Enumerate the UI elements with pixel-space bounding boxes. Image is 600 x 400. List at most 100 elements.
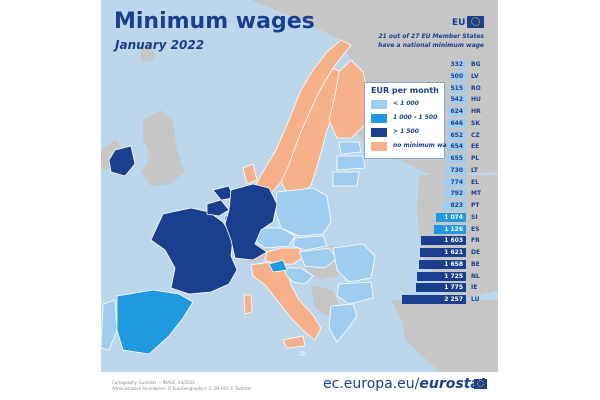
legend-swatch-mid: [371, 114, 387, 123]
bar-value-hr: 624: [450, 108, 463, 115]
coverage-note-line-2: have a national minimum wage: [378, 42, 484, 49]
bar-label-ee: EE: [471, 143, 480, 150]
credit-line-1: Cartography: Eurostat — IMAGE, 03/2022: [112, 380, 195, 385]
bar-value-mt: 792: [450, 190, 463, 197]
map-france: [150, 207, 238, 295]
bar-value-de: 1 621: [444, 249, 463, 256]
bar-bg: [457, 60, 466, 69]
map-bulgaria: [336, 281, 374, 305]
legend-label-mid: 1 000 - 1 500: [393, 114, 438, 121]
bar-de: [420, 248, 466, 257]
bar-label-hr: HR: [471, 108, 481, 115]
bar-label-sk: SK: [471, 120, 480, 127]
legend-swatch-low: [371, 100, 387, 109]
map-lithuania: [332, 171, 360, 187]
bar-label-ie: IE: [471, 284, 478, 291]
map-belgium: [206, 199, 230, 217]
map-germany: [224, 183, 278, 261]
bar-lu: [402, 295, 466, 304]
eu-label: EU: [452, 18, 466, 28]
low-wage-countries: [101, 141, 376, 356]
bar-label-si: SI: [471, 214, 478, 221]
bar-value-pl: 655: [450, 155, 463, 162]
legend-swatch-none: [371, 142, 387, 151]
map-title: Minimum wages: [114, 9, 315, 34]
bar-label-es: ES: [471, 226, 480, 233]
bar-fr: [421, 236, 466, 245]
bar-label-lv: LV: [471, 73, 479, 80]
legend-label-low: < 1 000: [393, 100, 419, 107]
bar-sk: [448, 119, 466, 128]
legend-title: EUR per month: [371, 86, 439, 95]
site-bold-text: eurostat: [419, 376, 487, 392]
bar-pt: [443, 201, 466, 210]
bar-value-lu: 2 257: [444, 296, 463, 303]
bar-ie: [416, 283, 466, 292]
bar-lv: [452, 72, 466, 81]
bar-si: [436, 213, 466, 222]
map-denmark: [242, 163, 258, 185]
map-spain: [116, 289, 194, 355]
bar-label-pt: PT: [471, 202, 480, 209]
map-romania: [332, 243, 376, 283]
bar-label-hu: HU: [471, 96, 481, 103]
map-estonia: [338, 141, 362, 155]
bar-value-hu: 542: [450, 96, 463, 103]
map-ireland: [108, 145, 136, 177]
map-sicily: [282, 335, 306, 349]
bar-label-de: DE: [471, 249, 481, 256]
bar-ro: [451, 84, 466, 93]
bar-label-fr: FR: [471, 237, 480, 244]
bar-cz: [448, 131, 466, 140]
bar-value-ie: 1 775: [444, 284, 463, 291]
bar-nl: [417, 272, 466, 281]
map-slovenia: [268, 259, 288, 273]
bar-label-ro: RO: [471, 85, 481, 92]
map-austria: [264, 247, 306, 265]
credit-line-2: Administrative boundaries: © EuroGeograp…: [112, 386, 252, 391]
map-latvia: [336, 155, 366, 171]
legend: EUR per month < 1 000 1 000 - 1 500 > 1 …: [364, 82, 455, 159]
bar-value-be: 1 658: [444, 261, 463, 268]
coverage-note-line-1: 21 out of 27 EU Member States: [378, 33, 484, 40]
bar-pl: [447, 154, 466, 163]
bar-label-lu: LU: [471, 296, 480, 303]
map-poland: [274, 187, 332, 237]
bar-label-be: BE: [471, 261, 480, 268]
map-hungary: [298, 247, 338, 269]
mid-wage-countries: [116, 259, 288, 355]
bar-value-cz: 652: [450, 132, 463, 139]
bar-be: [419, 260, 466, 269]
eu-flag-icon: [467, 16, 484, 28]
bar-value-lt: 730: [450, 167, 463, 174]
bar-value-fr: 1 603: [444, 237, 463, 244]
bar-label-lt: LT: [471, 167, 478, 174]
no-minimum-wage-countries: [243, 39, 370, 349]
coverage-note: 21 out of 27 EU Member States have a nat…: [378, 32, 484, 50]
bar-label-nl: NL: [471, 273, 480, 280]
bar-value-lv: 500: [450, 73, 463, 80]
bar-label-cz: CZ: [471, 132, 480, 139]
bar-es: [434, 225, 466, 234]
bar-value-bg: 332: [450, 61, 463, 68]
bar-label-bg: BG: [471, 61, 481, 68]
bar-value-nl: 1 725: [444, 273, 463, 280]
map-sardinia: [243, 294, 253, 315]
bar-value-ro: 515: [450, 85, 463, 92]
bar-value-el: 774: [450, 179, 463, 186]
legend-label-high: > 1 500: [393, 128, 419, 135]
site-plain-text: ec.europa.eu/: [323, 376, 420, 392]
bar-value-ee: 654: [450, 143, 463, 150]
legend-swatch-high: [371, 128, 387, 137]
bar-mt: [444, 189, 466, 198]
map-portugal: [101, 299, 118, 351]
bar-value-pt: 823: [450, 202, 463, 209]
bar-value-es: 1 126: [444, 226, 463, 233]
bar-hr: [448, 107, 466, 116]
eurostat-site-link[interactable]: ec.europa.eu/eurostat: [323, 376, 487, 392]
bar-label-mt: MT: [471, 190, 482, 197]
map-slovakia: [292, 235, 328, 251]
legend-label-none: no minimum wage: [393, 142, 455, 149]
footer-eu-flag-icon: [474, 379, 487, 389]
